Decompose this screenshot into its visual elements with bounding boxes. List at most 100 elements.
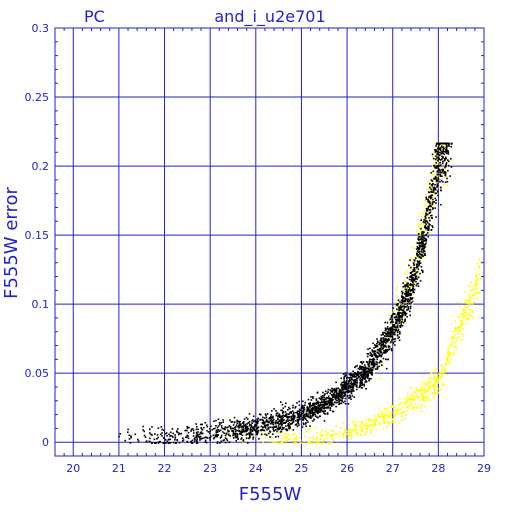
data-point	[376, 358, 378, 361]
data-point	[398, 331, 401, 333]
data-point	[382, 345, 385, 348]
data-point	[325, 396, 328, 399]
data-point	[419, 241, 421, 244]
data-point	[412, 408, 414, 411]
data-point	[414, 276, 417, 279]
data-point	[379, 377, 381, 380]
data-point	[428, 380, 430, 383]
data-point	[381, 415, 383, 417]
data-point	[374, 368, 377, 370]
data-point	[364, 373, 367, 375]
data-point	[420, 242, 422, 245]
data-point	[352, 375, 354, 378]
data-point	[375, 417, 378, 419]
data-point	[445, 157, 447, 160]
data-point	[328, 397, 330, 399]
data-point	[392, 421, 394, 424]
data-point	[220, 425, 223, 427]
data-point	[332, 430, 334, 432]
data-point	[366, 375, 369, 377]
data-point	[257, 420, 259, 423]
data-point	[237, 438, 239, 440]
data-point	[276, 427, 279, 430]
data-point	[370, 371, 372, 373]
data-point	[425, 207, 428, 210]
data-point	[245, 428, 247, 431]
data-point	[415, 241, 418, 243]
data-point	[420, 238, 422, 241]
data-point	[393, 333, 395, 335]
data-point	[431, 194, 433, 197]
data-point	[436, 385, 438, 388]
data-point	[406, 285, 409, 288]
data-point	[263, 421, 265, 424]
data-point	[399, 306, 402, 308]
data-point	[410, 286, 412, 288]
data-point	[213, 437, 215, 440]
data-point	[363, 385, 365, 387]
data-point	[370, 369, 373, 372]
data-point	[234, 421, 236, 423]
data-point	[153, 438, 156, 441]
data-point	[409, 310, 411, 313]
data-point	[437, 178, 440, 181]
data-point	[443, 367, 445, 370]
data-point	[322, 391, 324, 394]
data-point	[277, 416, 279, 418]
data-point	[435, 149, 438, 151]
data-point	[443, 159, 446, 162]
data-point	[388, 337, 390, 340]
data-point	[360, 374, 362, 376]
data-point	[220, 436, 223, 438]
data-point	[371, 369, 374, 371]
data-point	[294, 436, 297, 439]
data-point	[445, 363, 448, 366]
data-point	[380, 361, 383, 363]
data-point	[261, 428, 264, 431]
data-point	[295, 411, 297, 414]
data-point	[445, 146, 448, 149]
data-point	[306, 410, 308, 413]
data-point	[217, 425, 220, 427]
data-point	[351, 386, 353, 388]
data-point	[402, 311, 405, 314]
data-point	[367, 417, 369, 420]
data-point	[466, 317, 468, 319]
data-point	[408, 407, 411, 409]
data-point	[476, 282, 478, 284]
data-point	[235, 424, 238, 426]
data-point	[245, 430, 247, 433]
data-point	[408, 284, 410, 286]
data-point	[349, 394, 351, 397]
data-point	[242, 442, 244, 444]
data-point	[403, 288, 405, 290]
data-point	[348, 377, 351, 379]
data-point	[142, 429, 144, 431]
data-point	[465, 314, 468, 317]
data-point	[341, 436, 344, 438]
data-point	[280, 417, 283, 420]
data-point	[262, 416, 264, 419]
data-point	[461, 313, 463, 315]
data-point	[413, 398, 416, 401]
data-point	[413, 288, 416, 291]
data-point	[312, 404, 315, 406]
data-point	[320, 438, 322, 441]
data-point	[419, 212, 422, 214]
data-point	[319, 401, 322, 404]
data-point	[285, 440, 287, 442]
data-point	[308, 437, 310, 439]
data-point	[446, 165, 449, 168]
data-point	[402, 282, 404, 284]
data-point	[271, 442, 274, 444]
data-point	[282, 441, 284, 444]
data-point	[423, 203, 426, 206]
data-point	[397, 314, 399, 316]
data-point	[406, 304, 408, 307]
data-point	[391, 324, 393, 326]
data-point	[438, 158, 440, 161]
data-point	[174, 439, 176, 441]
data-point	[354, 366, 356, 369]
data-point	[401, 299, 404, 302]
data-point	[218, 422, 221, 424]
